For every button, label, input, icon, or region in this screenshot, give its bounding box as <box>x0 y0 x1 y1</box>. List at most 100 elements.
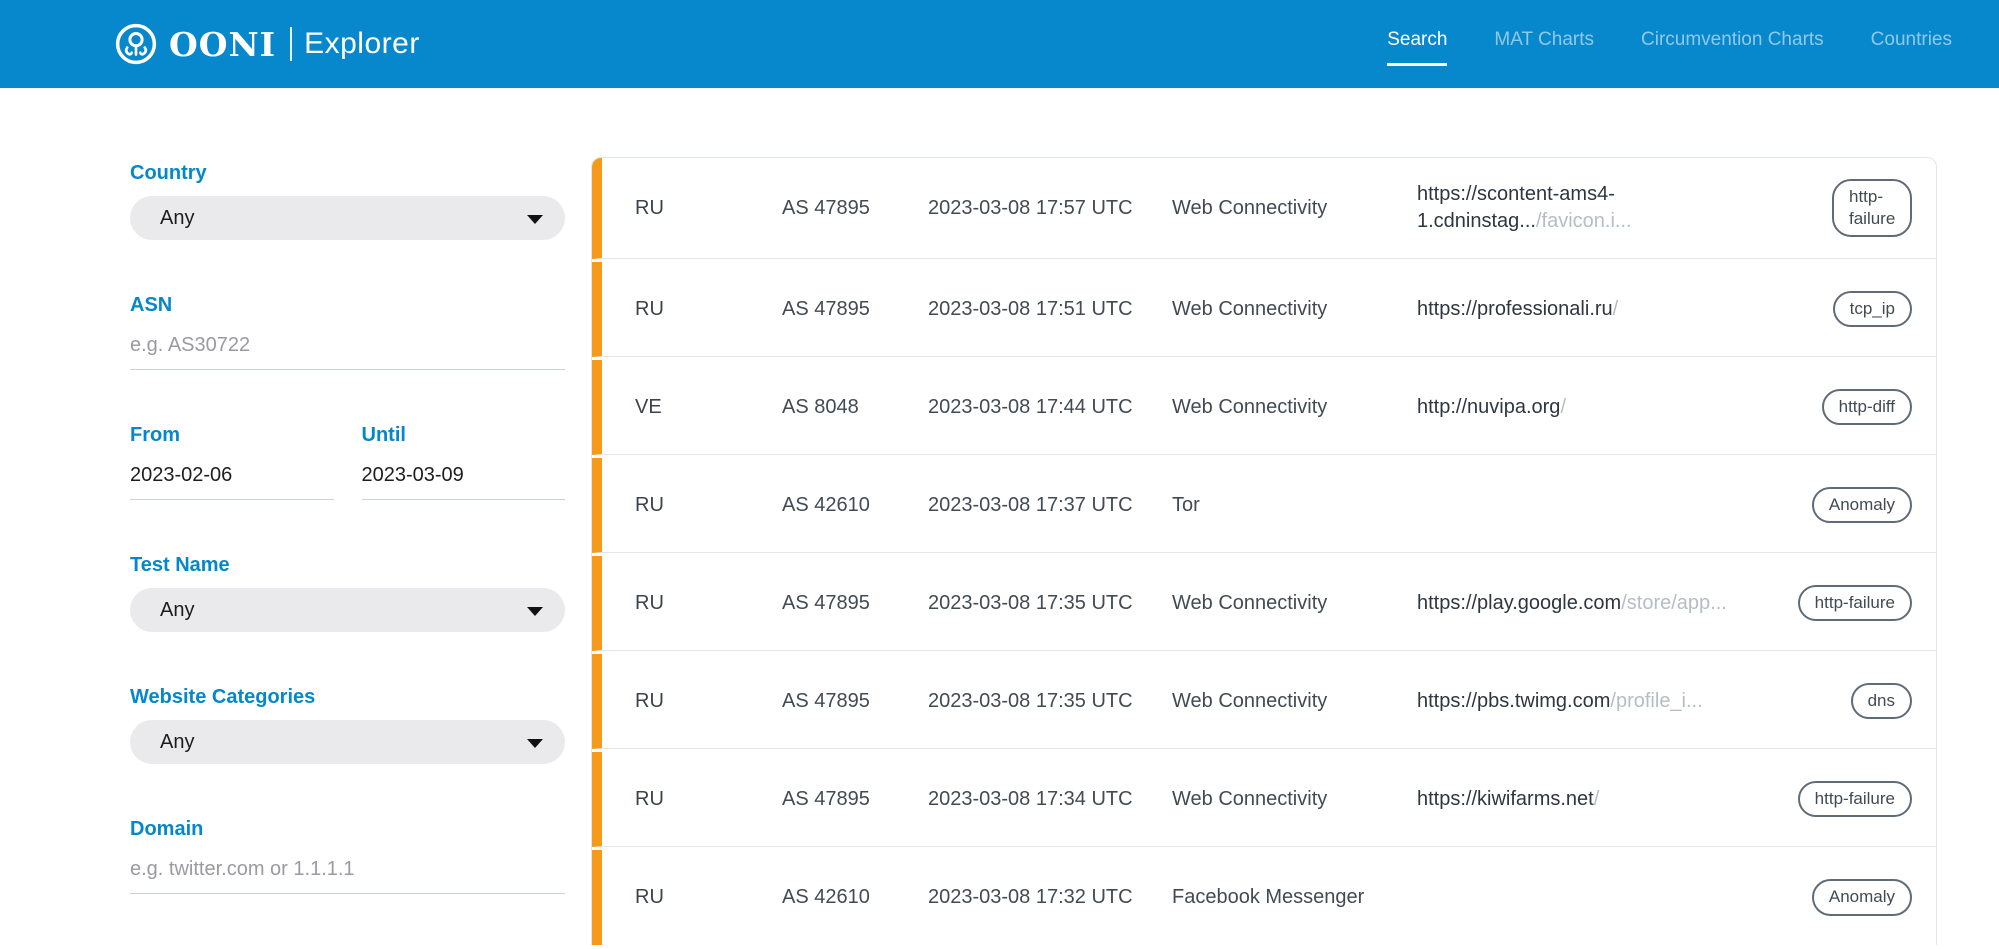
country-code: VE <box>635 395 662 418</box>
asn-label: ASN <box>130 294 173 316</box>
status-badge: Anomaly <box>1811 486 1912 524</box>
status-badge: http-diff <box>1821 388 1912 426</box>
measurement-row[interactable]: RU AS 47895 2023-03-08 17:51 UTC Web Con… <box>592 262 1936 357</box>
test-name: Web Connectivity <box>1172 689 1328 712</box>
measured-url: https://scontent-ams4-1.cdninstag.../fav… <box>1417 181 1747 235</box>
country-code: RU <box>635 886 664 908</box>
url-base: https://professionali.ru <box>1417 297 1613 320</box>
test-name-select[interactable]: Any <box>130 588 565 632</box>
status-badge: tcp_ip <box>1832 290 1912 328</box>
status-badge: http-failure <box>1832 178 1912 238</box>
measurement-row[interactable]: RU AS 47895 2023-03-08 17:34 UTC Web Con… <box>592 752 1936 847</box>
country-code: RU <box>635 591 664 614</box>
measurement-row[interactable]: RU AS 42610 2023-03-08 17:32 UTC Faceboo… <box>592 850 1936 945</box>
asn-value: AS 42610 <box>782 493 870 516</box>
country-code: RU <box>635 689 664 712</box>
domain-label: Domain <box>130 818 204 840</box>
url-base: https://play.google.com <box>1417 591 1622 614</box>
nav-item[interactable]: MAT Charts <box>1494 28 1594 50</box>
nav-item[interactable]: Circumvention Charts <box>1641 28 1824 50</box>
measurement-timestamp: 2023-03-08 17:37 UTC <box>928 493 1133 516</box>
brand-name: OONI <box>169 24 277 64</box>
country-select-value: Any <box>160 206 195 229</box>
test-name: Web Connectivity <box>1172 591 1328 614</box>
measured-url: https://play.google.com/store/app... <box>1417 590 1747 617</box>
measurement-timestamp: 2023-03-08 17:57 UTC <box>928 196 1133 219</box>
from-date-input[interactable] <box>130 458 334 500</box>
measurement-results-list: RU AS 47895 2023-03-08 17:57 UTC Web Con… <box>591 157 1937 945</box>
website-categories-select[interactable]: Any <box>130 720 565 764</box>
test-name: Web Connectivity <box>1172 196 1328 219</box>
url-path-truncated: /favicon.i... <box>1535 210 1632 232</box>
country-select[interactable]: Any <box>130 196 565 240</box>
chevron-down-icon <box>527 607 543 616</box>
measurement-row[interactable]: RU AS 47895 2023-03-08 17:57 UTC Web Con… <box>592 158 1936 259</box>
asn-value: AS 47895 <box>782 297 870 320</box>
from-field: From <box>130 424 334 500</box>
measured-url: https://pbs.twimg.com/profile_i... <box>1417 688 1747 715</box>
domain-filter: Domain <box>130 818 565 894</box>
ooni-explorer-logo[interactable]: OONI Explorer <box>115 23 420 65</box>
website-categories-filter: Website Categories Any <box>130 686 565 764</box>
test-name-filter: Test Name Any <box>130 554 565 632</box>
url-path-truncated: / <box>1612 297 1619 320</box>
website-categories-select-value: Any <box>160 730 195 753</box>
until-field: Until <box>361 424 565 500</box>
status-badge: Anomaly <box>1811 879 1912 916</box>
test-name: Tor <box>1172 493 1200 516</box>
asn-value: AS 47895 <box>782 591 870 614</box>
url-path-truncated: / <box>1560 395 1566 418</box>
url-base: https://kiwifarms.net <box>1417 787 1594 810</box>
asn-input[interactable] <box>130 328 565 370</box>
asn-value: AS 42610 <box>782 886 870 908</box>
nav-item[interactable]: Search <box>1387 29 1448 66</box>
date-range-filter: From Until <box>130 424 565 500</box>
measurement-timestamp: 2023-03-08 17:34 UTC <box>928 787 1133 810</box>
country-code: RU <box>635 196 664 219</box>
status-badge: http-failure <box>1797 584 1912 622</box>
country-label: Country <box>130 162 207 184</box>
measured-url: https://kiwifarms.net/ <box>1417 786 1747 813</box>
page-content: Country Any ASN From Until Test Name Any <box>0 88 1999 945</box>
chevron-down-icon <box>527 739 543 748</box>
test-name-label: Test Name <box>130 554 230 576</box>
url-base: https://pbs.twimg.com <box>1417 689 1611 712</box>
status-badge: dns <box>1850 682 1912 720</box>
measurement-row[interactable]: RU AS 42610 2023-03-08 17:37 UTC Tor Ano… <box>592 458 1936 553</box>
measurement-row[interactable]: RU AS 47895 2023-03-08 17:35 UTC Web Con… <box>592 654 1936 749</box>
until-date-input[interactable] <box>361 458 565 500</box>
asn-value: AS 47895 <box>782 196 870 219</box>
measurement-timestamp: 2023-03-08 17:32 UTC <box>928 886 1133 908</box>
url-path-truncated: /profile_i... <box>1610 689 1703 712</box>
main-nav: Search MAT Charts Circumvention Charts C… <box>1387 29 1952 66</box>
filter-sidebar: Country Any ASN From Until Test Name Any <box>130 162 565 894</box>
url-path-truncated: /store/app... <box>1621 591 1727 614</box>
measurement-timestamp: 2023-03-08 17:44 UTC <box>928 395 1133 418</box>
results-panel: RU AS 47895 2023-03-08 17:57 UTC Web Con… <box>591 157 1937 945</box>
country-code: RU <box>635 787 664 810</box>
measurement-timestamp: 2023-03-08 17:35 UTC <box>928 689 1133 712</box>
asn-value: AS 8048 <box>782 395 859 418</box>
asn-filter: ASN <box>130 294 565 370</box>
brand-divider <box>290 27 293 61</box>
asn-value: AS 47895 <box>782 689 870 712</box>
measured-url: http://nuvipa.org/ <box>1417 394 1747 421</box>
test-name: Web Connectivity <box>1172 297 1328 320</box>
url-path-truncated: / <box>1593 787 1600 810</box>
measured-url: https://professionali.ru/ <box>1417 296 1747 323</box>
status-badge: http-failure <box>1797 780 1912 818</box>
measurement-row[interactable]: RU AS 47895 2023-03-08 17:35 UTC Web Con… <box>592 556 1936 651</box>
app-header: OONI Explorer Search MAT Charts Circumve… <box>0 0 1999 88</box>
measurement-row[interactable]: VE AS 8048 2023-03-08 17:44 UTC Web Conn… <box>592 360 1936 455</box>
domain-input[interactable] <box>130 852 565 894</box>
country-filter: Country Any <box>130 162 565 240</box>
url-base: https://scontent-ams4-1.cdninstag... <box>1417 183 1615 232</box>
chevron-down-icon <box>527 215 543 224</box>
from-label: From <box>130 424 180 446</box>
brand-product: Explorer <box>304 27 420 60</box>
nav-item[interactable]: Countries <box>1870 28 1952 50</box>
test-name: Facebook Messenger <box>1172 886 1365 908</box>
asn-value: AS 47895 <box>782 787 870 810</box>
ooni-octopus-icon <box>115 23 157 65</box>
test-name: Web Connectivity <box>1172 395 1328 418</box>
